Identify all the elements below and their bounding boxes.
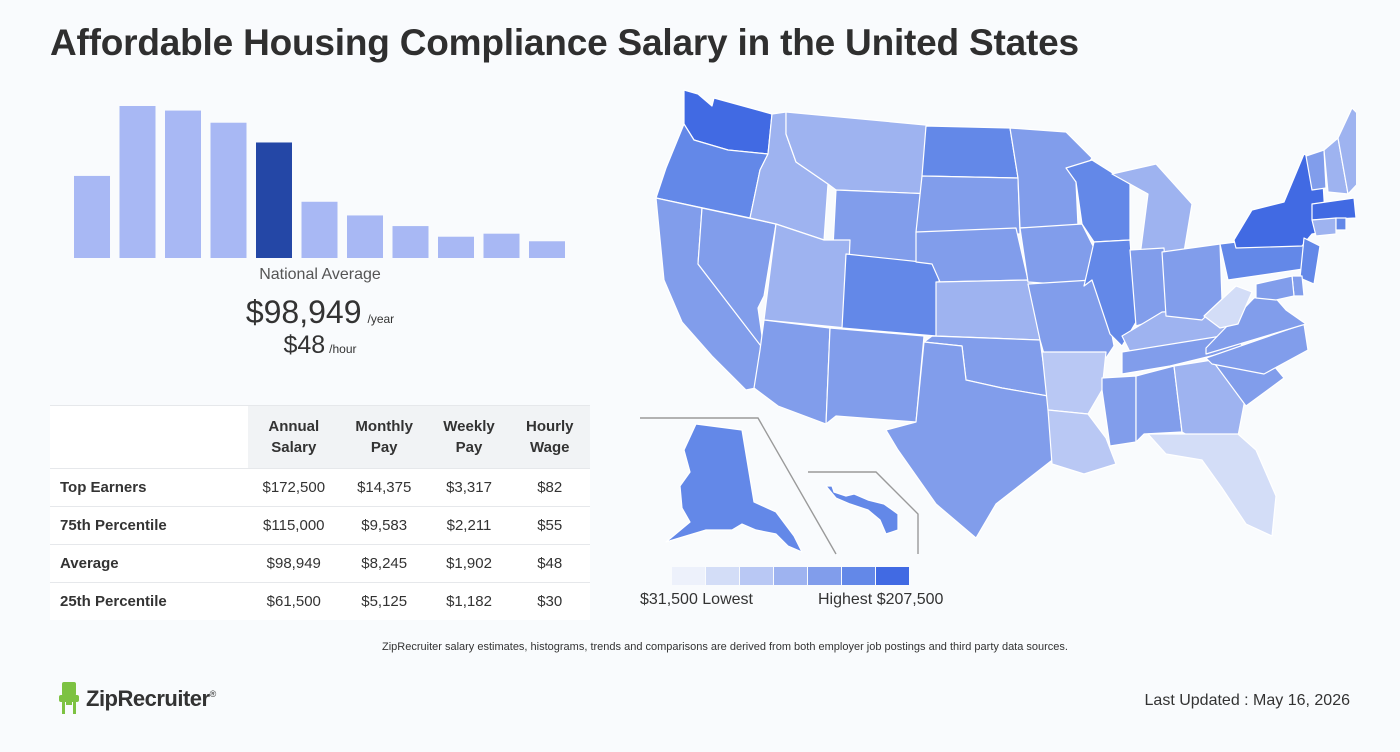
cell-annual: $61,500 (247, 582, 340, 620)
state-me[interactable] (1337, 107, 1356, 195)
page-title: Affordable Housing Compliance Salary in … (50, 22, 1079, 63)
ziprecruiter-logo[interactable]: ZipRecruiter ® (58, 682, 216, 716)
table-header-row: Annual Salary Monthly Pay Weekly Pay Hou… (50, 405, 590, 469)
hourly-average: $48/hour (150, 331, 490, 360)
row-label: Top Earners (50, 468, 248, 507)
legend-high-label: Highest $207,500 (818, 591, 944, 608)
cell-monthly: $14,375 (339, 468, 429, 507)
state-ms[interactable] (1101, 375, 1137, 447)
row-label: 25th Percentile (50, 582, 248, 620)
logo-trademark: ® (209, 689, 217, 699)
legend-swatch (740, 567, 773, 585)
state-ks[interactable] (935, 279, 1045, 341)
annual-average: $98,949/year (150, 294, 490, 331)
data-source-footnote: ZipRecruiter salary estimates, histogram… (382, 641, 1068, 653)
histogram-bar (392, 226, 429, 258)
alaska-inset-frame (640, 417, 837, 555)
state-ar[interactable] (1041, 351, 1107, 415)
logo-text: ZipRecruiter (86, 686, 210, 711)
legend-low-label: $31,500 Lowest (640, 591, 753, 608)
state-va[interactable] (1205, 293, 1307, 355)
salary-table: Annual Salary Monthly Pay Weekly Pay Hou… (50, 405, 590, 620)
hawaii-inset-frame (808, 471, 919, 554)
state-la[interactable] (1047, 409, 1117, 475)
state-hi[interactable] (825, 485, 899, 535)
hourly-average-unit: /hour (329, 342, 357, 356)
us-state-salary-map (640, 89, 1356, 555)
national-average-label: National Average (259, 266, 381, 283)
histogram-bar (165, 110, 201, 258)
table-row: Top Earners $172,500 $14,375 $3,317 $82 (50, 468, 590, 507)
state-al[interactable] (1135, 365, 1183, 443)
cell-annual: $115,000 (247, 506, 340, 545)
histogram-bar (301, 201, 338, 258)
histogram-bar-highlight (256, 142, 292, 258)
table-header-monthly: Monthly Pay (339, 405, 429, 469)
map-legend (672, 567, 909, 585)
last-updated: Last Updated : May 16, 2026 (1144, 692, 1350, 709)
cell-monthly: $5,125 (339, 582, 429, 620)
histogram-bar (119, 106, 156, 258)
histogram-bar (529, 241, 565, 258)
table-row: 25th Percentile $61,500 $5,125 $1,182 $3… (50, 582, 590, 620)
histogram-bar (74, 175, 110, 258)
ziprecruiter-chair-icon (59, 682, 79, 714)
state-md[interactable] (1255, 275, 1295, 301)
cell-weekly: $1,902 (428, 544, 510, 583)
histogram-bar (483, 233, 520, 258)
state-ut[interactable] (763, 223, 851, 329)
legend-swatch (808, 567, 841, 585)
state-vt[interactable] (1305, 149, 1327, 191)
state-nd[interactable] (921, 125, 1019, 179)
state-tx[interactable] (885, 341, 1061, 539)
row-label: 75th Percentile (50, 506, 248, 545)
state-ak[interactable] (665, 423, 803, 553)
state-co[interactable] (841, 253, 941, 337)
histogram-bar (347, 215, 383, 258)
cell-hourly: $55 (509, 506, 590, 545)
map-insets (640, 417, 919, 555)
state-wv[interactable] (1203, 285, 1253, 329)
cell-monthly: $8,245 (339, 544, 429, 583)
state-ri[interactable] (1335, 217, 1347, 231)
cell-hourly: $30 (509, 582, 590, 620)
annual-average-amount: $98,949 (245, 294, 362, 330)
cell-monthly: $9,583 (339, 506, 429, 545)
state-ma[interactable] (1311, 197, 1356, 221)
legend-swatch (876, 567, 909, 585)
cell-weekly: $3,317 (428, 468, 510, 507)
table-header-annual: Annual Salary (247, 405, 340, 469)
row-label: Average (50, 544, 248, 583)
legend-swatch (842, 567, 875, 585)
cell-annual: $98,949 (247, 544, 340, 583)
table-header-weekly: Weekly Pay (428, 405, 510, 469)
table-row: 75th Percentile $115,000 $9,583 $2,211 $… (50, 506, 590, 545)
cell-hourly: $48 (509, 544, 590, 583)
cell-weekly: $2,211 (428, 506, 510, 545)
legend-swatch (706, 567, 739, 585)
state-ia[interactable] (1019, 223, 1095, 287)
annual-average-unit: /year (367, 312, 395, 326)
table-header-hourly: Hourly Wage (509, 405, 590, 469)
table-row: Average $98,949 $8,245 $1,902 $48 (50, 544, 590, 583)
state-ct[interactable] (1311, 217, 1337, 237)
state-nm[interactable] (825, 327, 925, 425)
legend-swatch (774, 567, 807, 585)
cell-annual: $172,500 (247, 468, 340, 507)
state-sd[interactable] (915, 175, 1021, 235)
cell-hourly: $82 (509, 468, 590, 507)
state-fl[interactable] (1147, 433, 1277, 537)
state-nj[interactable] (1299, 237, 1321, 285)
hourly-average-amount: $48 (283, 331, 326, 359)
table-header-blank (50, 405, 248, 469)
salary-histogram (74, 106, 565, 258)
histogram-bar (438, 236, 474, 258)
state-mn[interactable] (1009, 127, 1093, 229)
legend-swatch (672, 567, 705, 585)
cell-weekly: $1,182 (428, 582, 510, 620)
map-states (655, 89, 1356, 553)
state-az[interactable] (753, 319, 831, 425)
histogram-bar (210, 122, 247, 258)
state-ny[interactable] (1233, 153, 1327, 249)
